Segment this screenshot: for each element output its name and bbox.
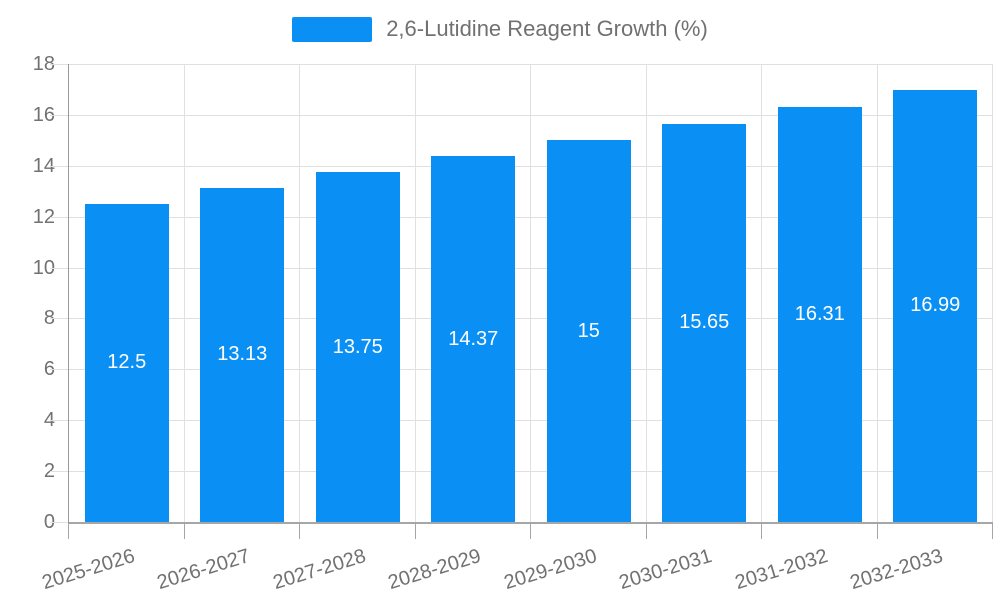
bar: 15 [546,140,631,522]
gridline-horizontal [69,369,993,371]
gridline-vertical [645,64,647,522]
y-axis-tick-label: 2 [43,460,55,483]
gridline-horizontal [69,471,993,473]
gridline-vertical [530,64,531,522]
x-axis-tick [530,524,531,539]
bar-value-label: 16.31 [794,302,845,325]
gridline-vertical [183,64,185,522]
x-axis-tick [876,524,878,539]
x-axis-tick [645,524,647,539]
gridline-vertical [992,64,993,522]
gridline-horizontal [69,267,993,269]
bar-value-label: 13.75 [332,335,383,358]
y-axis-tick-label: 10 [32,256,55,279]
bar-value-label: 16.99 [910,294,961,317]
gridline-horizontal [69,216,993,218]
gridline-horizontal [69,114,993,116]
legend-label: 2,6-Lutidine Reagent Growth (%) [386,16,708,41]
x-axis-tick [183,524,185,539]
y-axis-tick [50,114,68,116]
bar-value-label: 14.37 [448,327,499,350]
bar: 16.99 [893,89,978,522]
y-axis-tick [50,165,68,167]
y-axis-tick-label: 14 [32,154,55,177]
gridline-vertical [876,64,878,522]
legend-swatch [292,16,373,42]
bar: 13.13 [200,187,285,522]
x-axis-tick [761,524,762,539]
y-axis-tick [50,64,68,65]
y-axis-tick [50,369,68,371]
y-axis-tick-label: 8 [43,307,55,330]
x-axis-tick [992,524,993,539]
y-axis-tick-label: 4 [43,409,55,432]
y-axis-tick [50,522,68,523]
gridline-horizontal [69,64,993,65]
bar: 15.65 [662,123,747,522]
bar: 14.37 [431,156,516,522]
y-axis-tick-label: 0 [43,511,55,533]
bar-value-label: 15 [577,319,600,342]
bar-value-label: 13.13 [217,343,268,366]
y-axis-tick [50,420,68,422]
bar: 13.75 [315,172,400,522]
gridline-horizontal [69,420,993,422]
x-axis-tick [414,524,416,539]
bar-value-label: 15.65 [679,311,730,334]
gridline-vertical [761,64,762,522]
y-axis-tick-label: 6 [43,358,55,381]
y-axis-tick [50,216,68,218]
y-axis-tick-label: 12 [32,205,55,228]
x-axis-tick [68,524,69,539]
gridline-horizontal [69,318,993,320]
y-axis-tick [50,267,68,269]
gridline-horizontal [69,165,993,167]
bar-value-label: 12.5 [107,351,147,374]
y-axis-tick-label: 18 [32,53,55,75]
gridline-vertical [299,64,300,522]
gridline-vertical [414,64,416,522]
bar: 12.5 [84,203,169,522]
y-axis-tick [50,471,68,473]
y-axis-tick-label: 16 [32,103,55,126]
plot-area: 12.5 13.13 13.75 14.37 15 15.65 16.31 16.99 [68,64,993,524]
x-axis-tick [299,524,300,539]
y-axis-tick [50,318,68,320]
bar: 16.31 [777,107,862,522]
chart-legend: 2,6-Lutidine Reagent Growth (%) [0,16,1000,42]
